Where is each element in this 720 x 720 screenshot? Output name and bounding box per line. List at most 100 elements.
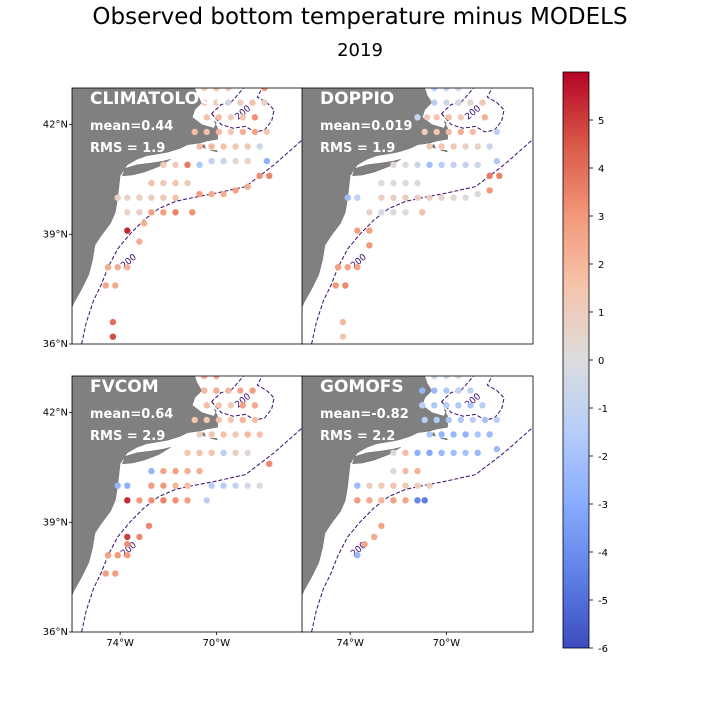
observation-point [486, 431, 493, 438]
observation-point [124, 194, 131, 201]
observation-point [184, 449, 191, 456]
colorbar-tick-label: -5 [598, 596, 608, 607]
observation-point [266, 172, 273, 179]
observation-point [443, 99, 450, 106]
observation-point [201, 88, 208, 92]
observation-point [124, 227, 131, 234]
observation-point [141, 220, 148, 227]
observation-point [361, 541, 368, 548]
observation-point [196, 467, 203, 475]
observation-point [172, 161, 179, 168]
observation-point [378, 209, 385, 216]
y-tick-label: 39°N [43, 517, 68, 528]
observation-point [354, 194, 361, 201]
observation-point [136, 194, 143, 201]
colorbar-tick-label: -3 [598, 500, 608, 511]
observation-point [426, 449, 433, 456]
y-tick-label: 36°N [43, 627, 68, 638]
observation-point [220, 431, 227, 438]
observation-point [227, 402, 234, 409]
observation-point [184, 161, 191, 168]
observation-point [232, 143, 239, 150]
observation-point [244, 157, 251, 165]
observation-point [402, 497, 409, 504]
observation-point [426, 194, 433, 201]
observation-point [450, 143, 457, 150]
observation-point [455, 387, 462, 394]
observation-point [378, 497, 385, 504]
land-shape [440, 149, 449, 153]
observation-point [196, 431, 203, 438]
observation-point [227, 416, 234, 424]
observation-point [227, 128, 234, 136]
observation-point [450, 194, 457, 201]
observation-point [256, 143, 263, 150]
observation-point [239, 402, 246, 409]
observation-point [426, 431, 433, 438]
observation-point [474, 143, 481, 150]
observation-point [486, 187, 493, 194]
observation-point [414, 497, 421, 504]
observation-point [474, 431, 481, 438]
observation-point [148, 497, 155, 504]
observation-point [215, 402, 222, 409]
observation-point [390, 209, 397, 216]
observation-point [390, 497, 397, 504]
colorbar-tick-label: 2 [598, 260, 604, 271]
panel-rms: RMS = 2.2 [320, 429, 395, 444]
observation-point [196, 143, 203, 150]
observation-point [208, 449, 215, 456]
observation-point [263, 128, 271, 136]
figure-subtitle: 2019 [337, 40, 383, 61]
x-tick-label: 70°W [203, 638, 231, 649]
observation-point [462, 143, 469, 150]
observation-point [136, 209, 143, 216]
observation-point [172, 194, 179, 201]
observation-point [496, 172, 503, 179]
observation-point [390, 482, 397, 489]
observation-point [261, 88, 268, 92]
isobath-200m [311, 138, 533, 344]
observation-point [493, 445, 501, 453]
observation-point [431, 387, 438, 394]
land-shape [302, 376, 448, 632]
observation-point [414, 482, 421, 489]
observation-point [390, 161, 397, 168]
observation-point [378, 522, 385, 530]
observation-point [160, 209, 167, 216]
observation-point [366, 497, 373, 504]
observation-point [251, 114, 259, 121]
observation-point [220, 157, 227, 165]
observation-point [457, 416, 464, 424]
observation-point [136, 238, 143, 245]
observation-point [390, 194, 397, 201]
colorbar-tick-label: -6 [598, 644, 608, 655]
observation-point [232, 187, 239, 194]
observation-point [213, 88, 220, 92]
colorbar-tick-label: 3 [598, 212, 604, 223]
observation-point [148, 467, 155, 475]
figure-title: Observed bottom temperature minus MODELS [92, 4, 627, 30]
panel-mean: mean=0.64 [90, 407, 173, 422]
observation-point [366, 482, 373, 489]
observation-point [160, 161, 167, 168]
observation-point [481, 114, 489, 121]
observation-point [371, 533, 378, 541]
observation-point [414, 467, 421, 475]
observation-point [414, 179, 421, 187]
observation-point [486, 172, 493, 179]
observation-point [124, 552, 131, 559]
observation-point [263, 157, 271, 165]
observation-point [172, 209, 179, 216]
observation-point [426, 482, 433, 489]
observation-point [136, 497, 143, 504]
observation-point [232, 482, 239, 489]
observation-point [366, 227, 373, 234]
observation-point [414, 114, 421, 121]
observation-point [486, 143, 493, 150]
observation-point [172, 497, 179, 504]
observation-point [196, 161, 203, 168]
